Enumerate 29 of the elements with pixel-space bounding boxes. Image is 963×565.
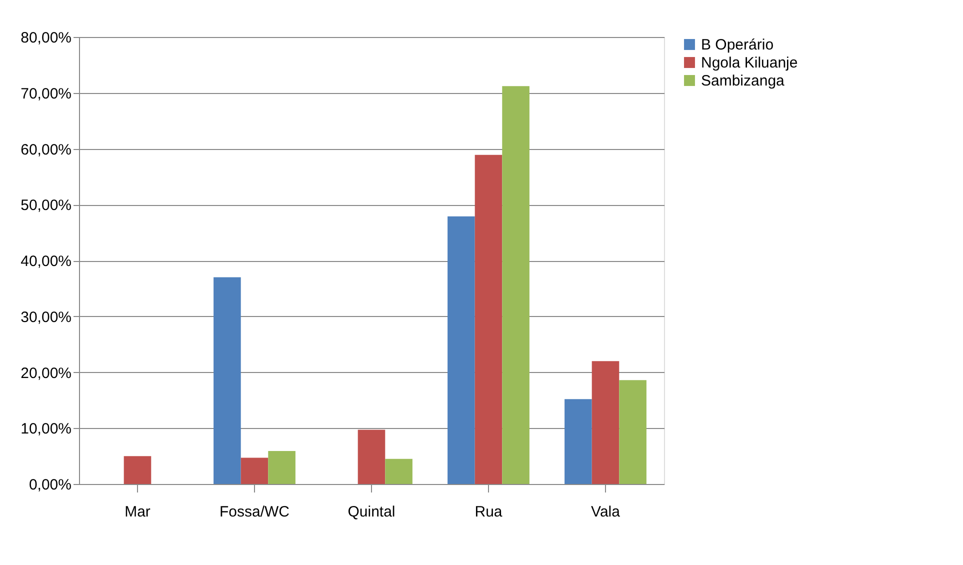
bar [592, 361, 620, 484]
bar [268, 451, 296, 484]
x-tick-label: Fossa/WC [219, 504, 290, 520]
y-tick-label: 40,00% [20, 253, 72, 270]
bar [385, 458, 412, 484]
legend-label: B Operário [701, 36, 774, 54]
x-tick-label: Rua [474, 504, 503, 520]
x-tick-label: Vala [591, 504, 621, 520]
legend-label: Ngola Kiluanje [701, 54, 798, 72]
legend-label: Sambizanga [701, 72, 786, 90]
y-tick-label: 0,00% [28, 476, 72, 494]
bar [474, 154, 502, 484]
y-tick-label: 80,00% [20, 30, 72, 46]
bar [502, 86, 530, 484]
bar [564, 399, 592, 484]
x-tick-label: Quintal [348, 504, 396, 520]
y-tick-label: 60,00% [20, 141, 72, 158]
y-tick-label: 70,00% [20, 85, 72, 102]
bar [619, 380, 646, 484]
bar [214, 277, 241, 484]
bar [124, 456, 152, 484]
y-tick-label: 10,00% [20, 420, 72, 438]
y-tick-label: 20,00% [20, 364, 72, 382]
bar [448, 216, 475, 484]
y-tick-label: 50,00% [20, 197, 72, 214]
x-tick-label: Mar [124, 504, 150, 520]
bar [240, 458, 268, 484]
y-tick-label: 30,00% [20, 308, 72, 326]
bar [358, 430, 386, 484]
